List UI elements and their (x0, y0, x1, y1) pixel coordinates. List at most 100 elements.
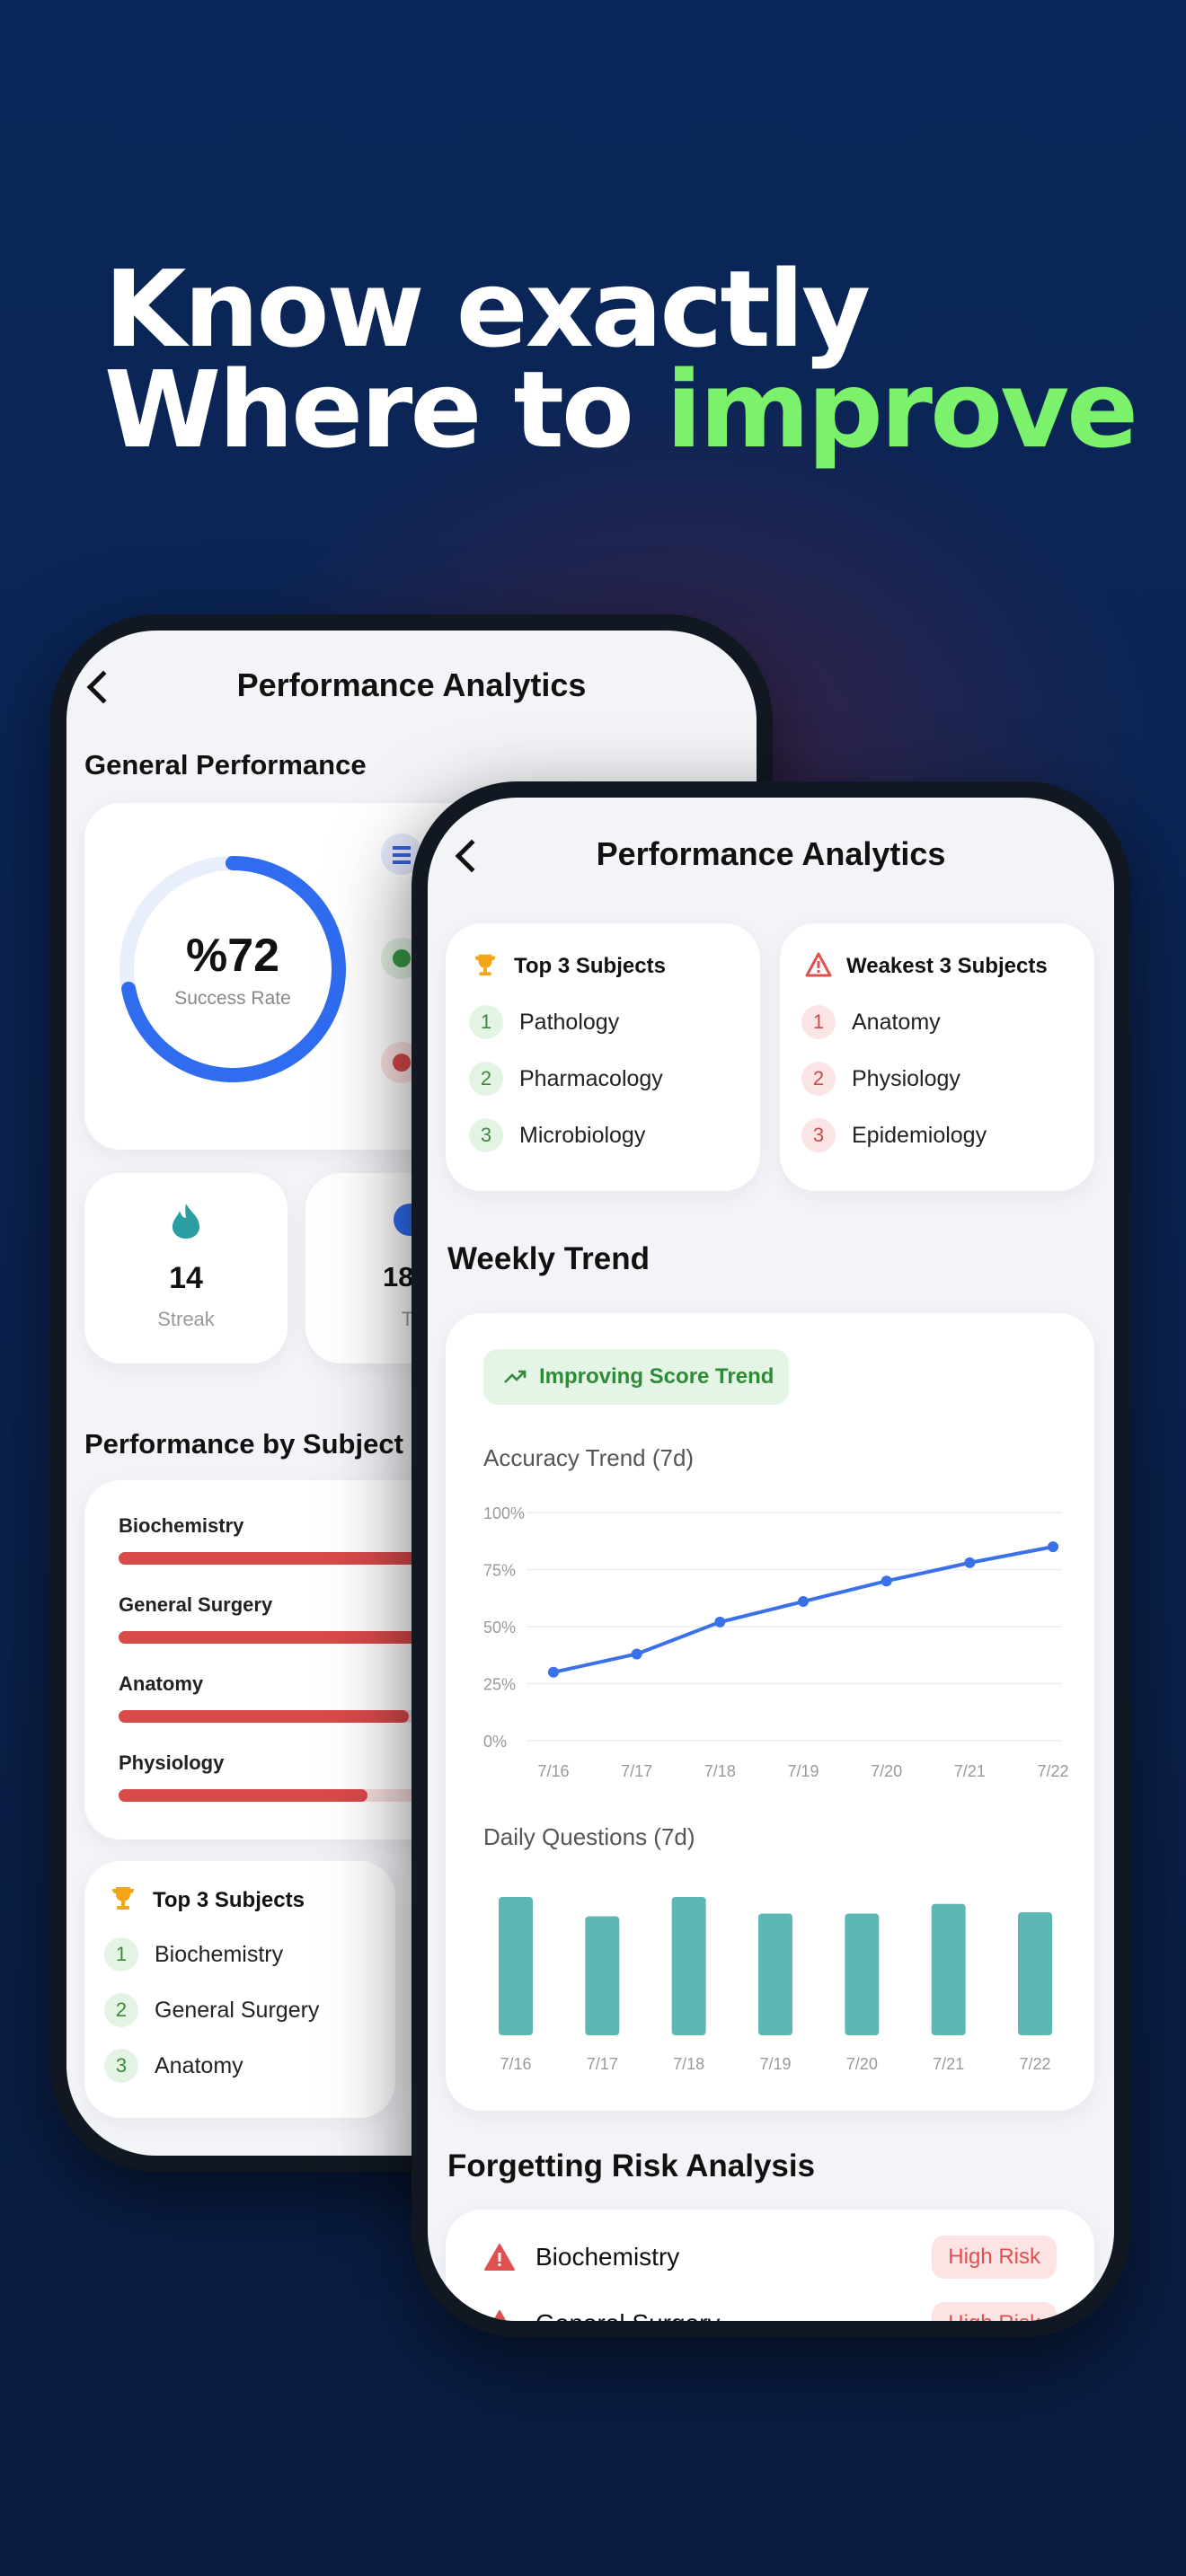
daily-questions-bar (1018, 1911, 1052, 2035)
weekly-trend-title: Weekly Trend (447, 1241, 651, 1276)
daily-questions-bar (845, 1913, 880, 2035)
daily-questions-bar (931, 1903, 966, 2035)
back-top-subject-row[interactable]: 3 Anatomy (104, 2048, 243, 2084)
subject-label: Anatomy (852, 1009, 941, 1035)
success-rate-label: Success Rate (174, 988, 291, 1009)
weekly-trend-card: Improving Score Trend Accuracy Trend (7d… (446, 1313, 1094, 2111)
forgetting-risk-card: Biochemistry High Risk General Surgery H… (446, 2210, 1094, 2321)
y-tick-label: 50% (483, 1619, 516, 1636)
front-phone: Performance Analytics Top 3 Subjects 1 P… (412, 781, 1130, 2337)
top-subject-row[interactable]: 1 Pathology (469, 1004, 619, 1040)
rank-badge: 3 (801, 1118, 836, 1152)
back-top-subjects-card: Top 3 Subjects 1 Biochemistry 2 General … (84, 1861, 395, 2118)
improving-trend-badge: Improving Score Trend (483, 1349, 789, 1405)
headline-line-1: Know exactly (104, 247, 871, 371)
daily-questions-bar (758, 1913, 792, 2035)
rank-badge: 1 (801, 1005, 836, 1039)
accuracy-trend-title: Accuracy Trend (7d) (483, 1444, 695, 1471)
trophy-icon (473, 952, 498, 982)
flame-icon (169, 1202, 203, 1244)
risk-level-badge: High Risk (932, 2236, 1057, 2279)
rank-badge: 2 (469, 1062, 503, 1096)
front-page-title: Performance Analytics (596, 835, 946, 872)
risk-row[interactable]: General Surgery High Risk (483, 2299, 1057, 2321)
forgetting-risk-title: Forgetting Risk Analysis (447, 2148, 816, 2183)
alert-icon (484, 2244, 515, 2271)
alert-icon (492, 2310, 507, 2321)
subject-progress-fill (119, 1789, 367, 1802)
success-ring-chart (119, 856, 346, 1082)
x-tick-label: 7/21 (954, 1762, 986, 1777)
risk-row[interactable]: Biochemistry High Risk (483, 2233, 1057, 2281)
top-subjects-title: Top 3 Subjects (514, 954, 666, 978)
headline: Know exactly Where to improve (104, 247, 1138, 463)
accuracy-data-point (631, 1648, 642, 1660)
risk-level-badge: High Risk (932, 2302, 1057, 2321)
y-tick-label: 0% (483, 1733, 507, 1751)
back-page-title: Performance Analytics (236, 666, 587, 703)
subject-name: Biochemistry (119, 1514, 244, 1537)
x-tick-label: 7/20 (846, 2055, 878, 2073)
success-rate-value: %72 (185, 930, 280, 982)
weak-subject-row[interactable]: 2 Physiology (801, 1061, 960, 1097)
subject-label: Anatomy (155, 2052, 243, 2078)
daily-questions-bar-chart: 7/16 7/17 7/18 7/19 7/20 7/21 7/22 (499, 1897, 1052, 2073)
trend-up-icon (504, 1370, 527, 1383)
x-tick-label: 7/18 (704, 1762, 736, 1777)
subject-label: Microbiology (519, 1122, 646, 1148)
subject-label: Pharmacology (519, 1065, 663, 1091)
top-subjects-card: Top 3 Subjects 1 Pathology 2 Pharmacolog… (446, 923, 760, 1191)
y-tick-label: 100% (483, 1504, 525, 1522)
accuracy-data-point (714, 1616, 726, 1628)
subject-label: Physiology (852, 1065, 960, 1091)
improving-trend-label: Improving Score Trend (539, 1364, 774, 1389)
back-top-subjects-title: Top 3 Subjects (153, 1888, 305, 1912)
success-ring-progress (119, 856, 346, 1082)
x-tick-label: 7/21 (933, 2055, 964, 2073)
accuracy-line-chart: 0% 25% 50% 75% 100% 7/16 7/17 7/18 7/19 7/20 7/21 7… (483, 1504, 1069, 1777)
subject-progress-fill (119, 1710, 409, 1723)
weakest-subjects-card: Weakest 3 Subjects 1 Anatomy 2 Physiolog… (780, 923, 1094, 1191)
weakest-subjects-title: Weakest 3 Subjects (846, 954, 1048, 978)
accuracy-data-point (964, 1557, 976, 1568)
rank-badge: 2 (801, 1062, 836, 1096)
warning-icon (805, 952, 832, 982)
daily-questions-title: Daily Questions (7d) (483, 1823, 695, 1850)
subject-progress-fill (119, 1631, 460, 1644)
x-tick-label: 7/18 (673, 2055, 704, 2073)
front-phone-screen: Performance Analytics Top 3 Subjects 1 P… (428, 798, 1114, 2321)
x-tick-label: 7/19 (787, 1762, 819, 1777)
front-topbar: Performance Analytics (428, 798, 1114, 905)
accuracy-data-point (881, 1575, 892, 1587)
back-top-subject-row[interactable]: 1 Biochemistry (104, 1936, 283, 1972)
y-tick-label: 25% (483, 1676, 516, 1694)
accuracy-series-line (553, 1545, 1054, 1674)
subject-name: General Surgery (119, 1593, 273, 1616)
x-tick-label: 7/19 (759, 2055, 791, 2073)
back-top-subject-row[interactable]: 2 General Surgery (104, 1992, 319, 2028)
x-tick-label: 7/17 (587, 2055, 618, 2073)
risk-subject-name: Biochemistry (535, 2243, 680, 2271)
accuracy-data-point (798, 1596, 809, 1608)
weak-subject-row[interactable]: 1 Anatomy (801, 1004, 941, 1040)
subject-name: Physiology (119, 1751, 225, 1774)
headline-highlight: improve (666, 348, 1138, 472)
streak-value: 14 (169, 1261, 203, 1295)
x-tick-label: 7/20 (871, 1762, 902, 1777)
back-topbar: Performance Analytics (66, 631, 757, 738)
top-subject-row[interactable]: 3 Microbiology (469, 1117, 645, 1153)
top-subject-row[interactable]: 2 Pharmacology (469, 1061, 663, 1097)
rank-badge: 2 (104, 1993, 138, 2027)
subject-label: Biochemistry (155, 1941, 284, 1967)
subject-name: Anatomy (119, 1672, 204, 1695)
accuracy-data-point (1048, 1541, 1058, 1553)
daily-questions-bar (499, 1897, 533, 2035)
daily-questions-bar (671, 1897, 706, 2035)
general-performance-title: General Performance (84, 749, 367, 781)
risk-subject-name: General Surgery (535, 2309, 932, 2321)
rank-badge: 1 (104, 1937, 138, 1972)
x-tick-label: 7/22 (1037, 1762, 1068, 1777)
streak-card: 14 Streak (84, 1173, 288, 1363)
weak-subject-row[interactable]: 3 Epidemiology (801, 1117, 987, 1153)
streak-label: Streak (157, 1308, 215, 1330)
